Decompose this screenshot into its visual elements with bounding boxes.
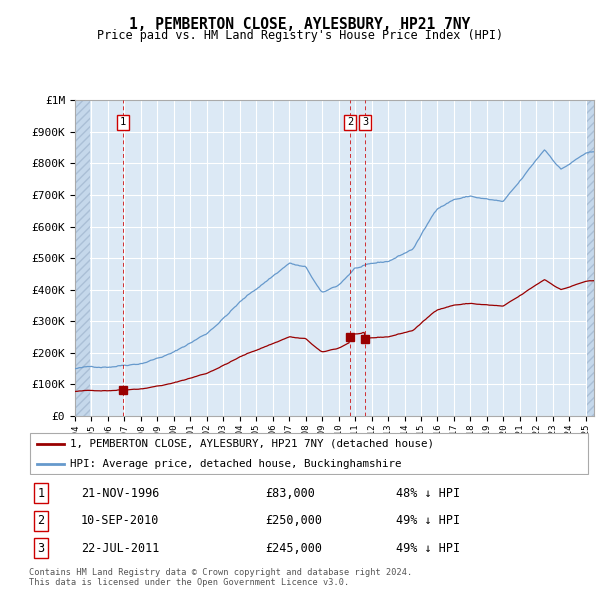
Text: 49% ↓ HPI: 49% ↓ HPI bbox=[395, 514, 460, 527]
Text: 21-NOV-1996: 21-NOV-1996 bbox=[81, 487, 159, 500]
Text: 48% ↓ HPI: 48% ↓ HPI bbox=[395, 487, 460, 500]
Text: Contains HM Land Registry data © Crown copyright and database right 2024.
This d: Contains HM Land Registry data © Crown c… bbox=[29, 568, 412, 587]
Bar bbox=[75, 100, 90, 416]
Bar bbox=[587, 100, 595, 416]
Text: 2: 2 bbox=[38, 514, 45, 527]
Text: 3: 3 bbox=[38, 542, 45, 555]
Text: £245,000: £245,000 bbox=[265, 542, 322, 555]
Text: HPI: Average price, detached house, Buckinghamshire: HPI: Average price, detached house, Buck… bbox=[70, 459, 401, 469]
Text: £250,000: £250,000 bbox=[265, 514, 322, 527]
Text: £83,000: £83,000 bbox=[265, 487, 315, 500]
Text: 1, PEMBERTON CLOSE, AYLESBURY, HP21 7NY: 1, PEMBERTON CLOSE, AYLESBURY, HP21 7NY bbox=[130, 17, 470, 31]
Text: 3: 3 bbox=[362, 117, 368, 127]
Text: 1: 1 bbox=[38, 487, 45, 500]
Text: 10-SEP-2010: 10-SEP-2010 bbox=[81, 514, 159, 527]
Text: 22-JUL-2011: 22-JUL-2011 bbox=[81, 542, 159, 555]
Text: 1, PEMBERTON CLOSE, AYLESBURY, HP21 7NY (detached house): 1, PEMBERTON CLOSE, AYLESBURY, HP21 7NY … bbox=[70, 438, 434, 448]
Text: 49% ↓ HPI: 49% ↓ HPI bbox=[395, 542, 460, 555]
Text: 2: 2 bbox=[347, 117, 353, 127]
FancyBboxPatch shape bbox=[30, 433, 589, 474]
Text: 1: 1 bbox=[119, 117, 126, 127]
Text: Price paid vs. HM Land Registry's House Price Index (HPI): Price paid vs. HM Land Registry's House … bbox=[97, 30, 503, 42]
